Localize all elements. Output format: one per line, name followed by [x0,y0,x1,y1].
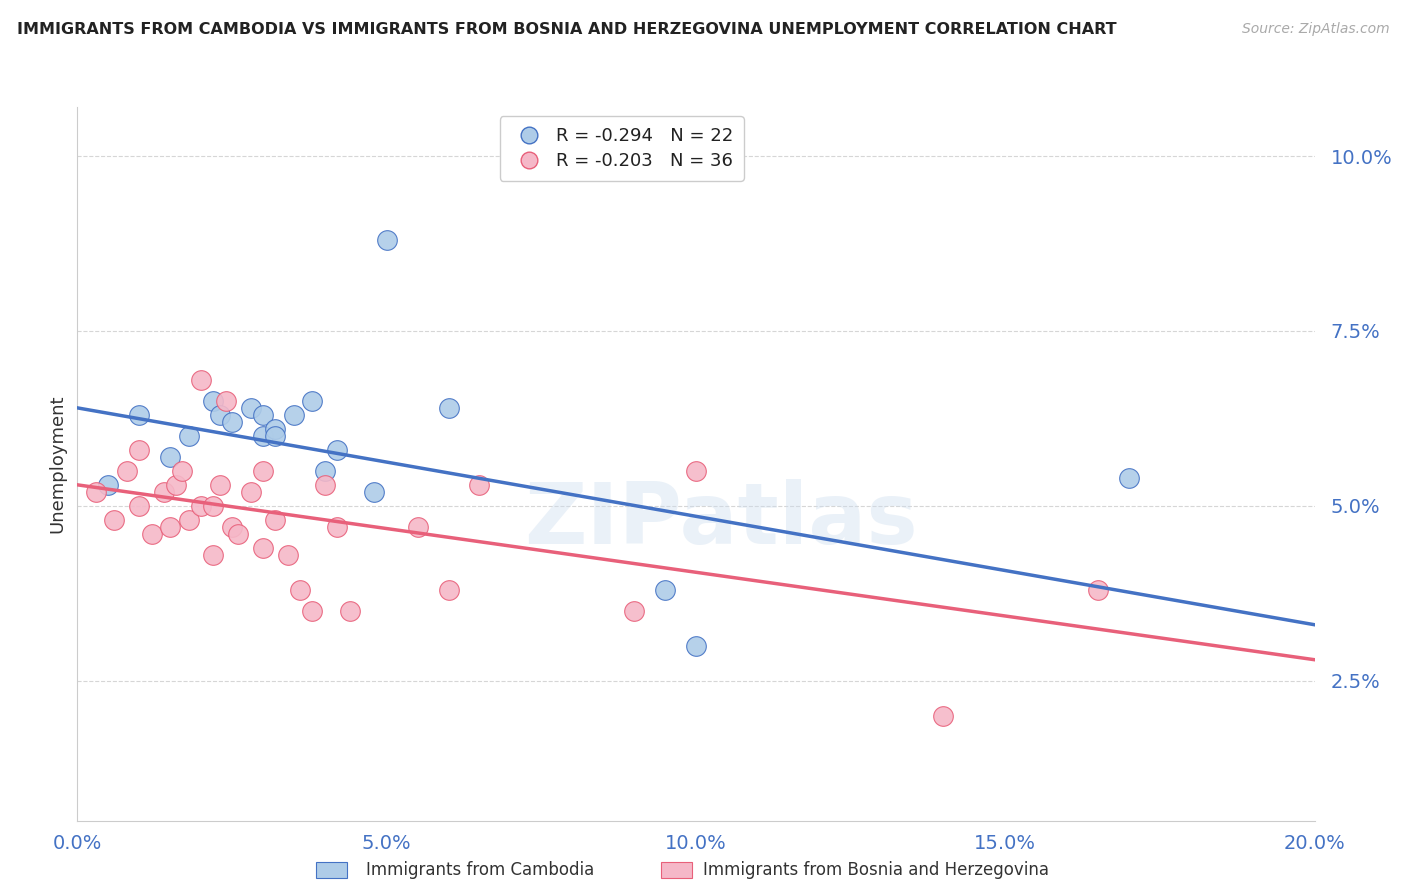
Point [84,484,107,499]
Point [264,422,287,436]
Point [301,393,323,408]
Y-axis label: Unemployment: Unemployment [48,394,66,533]
Point [190,373,212,387]
Point [623,604,645,618]
Point [437,582,460,597]
Point [406,520,429,534]
Point [326,442,349,457]
Point [177,429,200,443]
Point [239,484,262,499]
Point [97,478,120,492]
Point [301,604,323,618]
Point [177,513,200,527]
Text: ZIPatlas: ZIPatlas [524,479,918,563]
Point [208,478,231,492]
Text: IMMIGRANTS FROM CAMBODIA VS IMMIGRANTS FROM BOSNIA AND HERZEGOVINA UNEMPLOYMENT : IMMIGRANTS FROM CAMBODIA VS IMMIGRANTS F… [17,22,1116,37]
Point [932,708,955,723]
Point [141,526,163,541]
Point [685,464,707,478]
Point [128,442,150,457]
Point [314,464,336,478]
Point [264,513,287,527]
Point [190,499,212,513]
Point [159,450,181,464]
Point [288,582,311,597]
Point [239,401,262,415]
Point [226,526,249,541]
Point [363,484,385,499]
Point [103,513,125,527]
Point [654,582,676,597]
Point [339,604,361,618]
Point [202,499,225,513]
Text: Immigrants from Bosnia and Herzegovina: Immigrants from Bosnia and Herzegovina [703,861,1049,879]
Point [264,429,287,443]
Point [115,464,138,478]
Point [128,408,150,422]
Point [221,415,243,429]
Point [172,464,194,478]
Point [208,408,231,422]
Point [221,520,243,534]
Point [1087,582,1109,597]
Point [252,408,274,422]
Point [215,393,238,408]
Point [252,429,274,443]
Point [252,541,274,555]
Point [202,548,225,562]
Legend: R = -0.294   N = 22, R = -0.203   N = 36: R = -0.294 N = 22, R = -0.203 N = 36 [499,116,744,181]
Point [277,548,299,562]
Point [468,478,491,492]
Point [326,520,349,534]
Point [1118,471,1140,485]
Text: Source: ZipAtlas.com: Source: ZipAtlas.com [1241,22,1389,37]
Point [159,520,181,534]
Point [283,408,305,422]
Point [252,464,274,478]
Point [437,401,460,415]
Point [165,478,187,492]
Point [375,233,398,247]
Point [314,478,336,492]
Point [128,499,150,513]
Point [202,393,225,408]
Point [685,639,707,653]
Point [153,484,176,499]
Text: Immigrants from Cambodia: Immigrants from Cambodia [366,861,593,879]
